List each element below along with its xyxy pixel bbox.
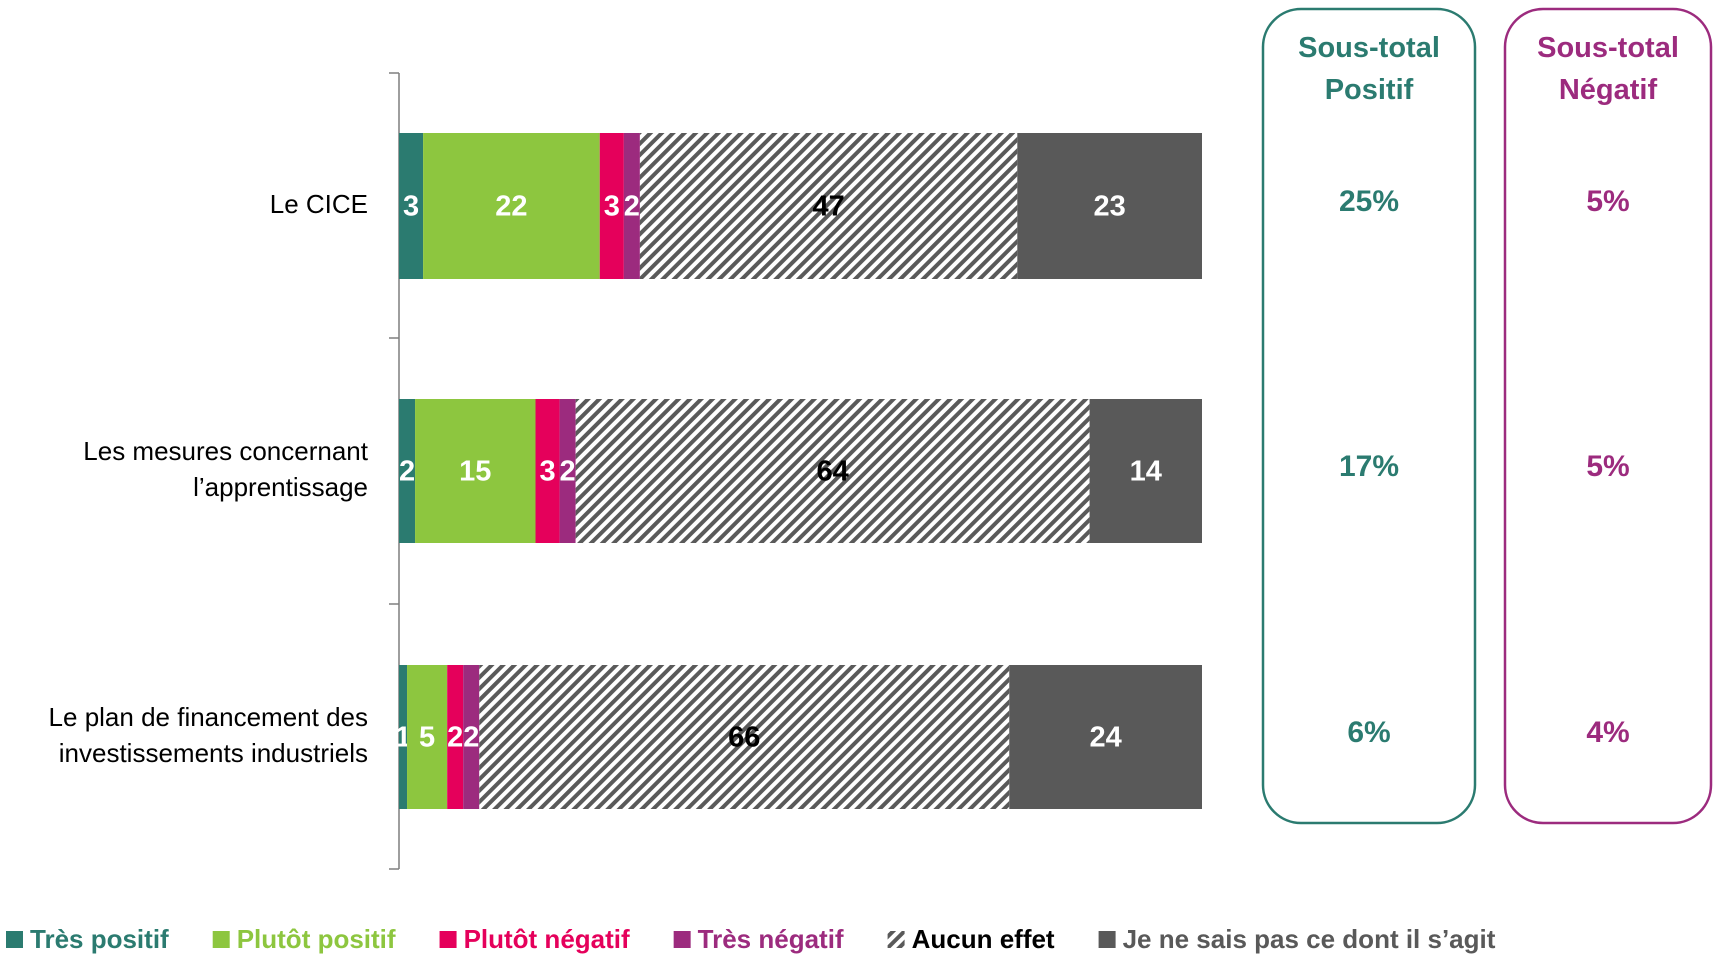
data-label: 23	[1094, 191, 1126, 223]
subtotal-value: 6%	[1347, 716, 1390, 749]
bar-segment	[415, 399, 536, 543]
data-label: 22	[495, 191, 527, 223]
bar-segment	[559, 399, 576, 543]
subtotal-value: 25%	[1339, 185, 1399, 218]
subtotal-value: 5%	[1586, 185, 1629, 218]
legend-swatch	[6, 931, 23, 948]
bar-segment	[1009, 665, 1202, 809]
bar-segment	[407, 665, 448, 809]
subtotal-box	[1503, 7, 1713, 825]
bar-segment	[399, 665, 408, 809]
legend-label: Je ne sais pas ce dont il s’agit	[1123, 924, 1496, 954]
data-label: 2	[624, 191, 640, 223]
data-label: 15	[459, 456, 491, 488]
legend-swatch	[439, 931, 457, 948]
bar-segment	[399, 133, 424, 279]
data-label: 47	[812, 191, 844, 223]
bar-segment	[463, 665, 480, 809]
data-label: 24	[1090, 722, 1122, 754]
bar-segment	[599, 133, 624, 279]
subtotal-value: 17%	[1339, 450, 1399, 483]
legend-swatch	[887, 931, 905, 948]
legend-label: Plutôt positif	[237, 924, 396, 954]
data-label: 2	[560, 456, 576, 488]
bar-segment	[1017, 133, 1202, 279]
data-label: 5	[419, 722, 435, 754]
data-label: 3	[604, 191, 620, 223]
legend-label: Aucun effet	[912, 924, 1055, 954]
bar-segment	[447, 665, 464, 809]
legend-swatch	[212, 931, 230, 948]
category-label: Le plan de financement des investissement…	[49, 702, 368, 768]
bar-segment	[399, 399, 416, 543]
bar-segment	[423, 133, 600, 279]
category-label: Le CICE	[270, 189, 368, 219]
category-label: Les mesures concernant l’apprentissage	[83, 436, 368, 502]
legend-label: Plutôt négatif	[464, 924, 630, 954]
legend-swatch	[673, 931, 691, 948]
legend-label: Très positif	[30, 924, 169, 954]
subtotal-title: Sous-total Négatif	[1537, 32, 1679, 106]
bar-segment	[575, 399, 1090, 543]
subtotal-value: 5%	[1586, 450, 1629, 483]
data-label: 66	[728, 722, 760, 754]
legend-swatch	[1098, 931, 1116, 948]
bar-segment	[1089, 399, 1202, 543]
data-label: 2	[463, 722, 479, 754]
data-label: 3	[403, 191, 419, 223]
bar-segment	[623, 133, 640, 279]
subtotal-box	[1261, 7, 1477, 825]
legend-label: Très négatif	[698, 924, 844, 954]
subtotal-value: 4%	[1586, 716, 1629, 749]
data-label: 2	[447, 722, 463, 754]
subtotal-title: Sous-total Positif	[1298, 32, 1440, 106]
data-label: 64	[816, 456, 848, 488]
bar-segment	[535, 399, 560, 543]
bar-segment	[479, 665, 1010, 809]
data-label: 14	[1130, 456, 1162, 488]
bar-segment	[639, 133, 1018, 279]
data-label: 3	[539, 456, 555, 488]
data-label: 2	[399, 456, 415, 488]
